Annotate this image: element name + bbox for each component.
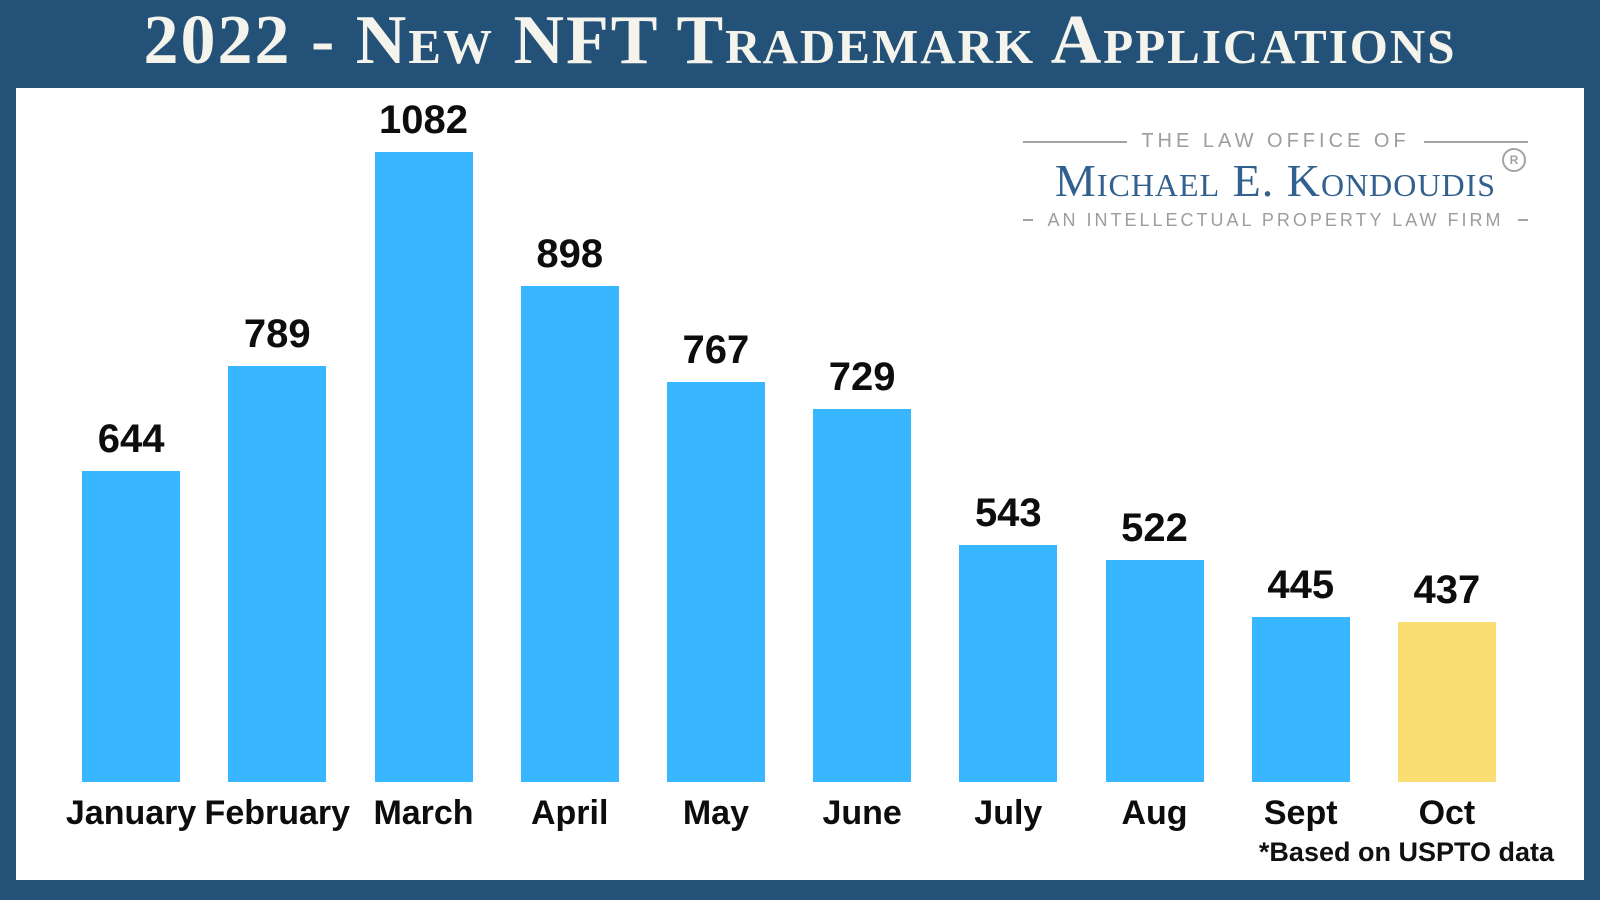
bar-value: 644	[97, 417, 165, 462]
bar-group: 543 July	[935, 152, 1081, 830]
logo-rule-left	[1023, 140, 1128, 143]
logo-rule-right	[1423, 140, 1528, 143]
bar	[1251, 616, 1350, 782]
bar	[1105, 560, 1204, 782]
bar-group: 437 Oct	[1374, 152, 1520, 830]
bar	[959, 545, 1058, 782]
bar	[82, 471, 181, 782]
chart-card: THE LAW OFFICE OF Michael E. Kondoudis A…	[16, 88, 1584, 880]
bar-group: 729 June	[789, 152, 935, 830]
source-footnote: *Based on USPTO data	[1258, 837, 1554, 867]
bar-category-label: May	[682, 794, 749, 832]
bar	[374, 152, 473, 782]
logo-tagline-row: AN INTELLECTUAL PROPERTY LAW FIRM	[1023, 210, 1528, 231]
bar-category-label: February	[204, 794, 351, 832]
bar-value: 445	[1267, 562, 1335, 607]
logo-top-text: THE LAW OFFICE OF	[1141, 130, 1410, 152]
tagline-rule-right	[1517, 219, 1528, 222]
logo-firm-name: Michael E. Kondoudis	[1054, 155, 1497, 206]
bar	[520, 286, 619, 782]
bar-category-label: Aug	[1121, 794, 1188, 832]
title-band: 2022 - New NFT Trademark Applications	[0, 0, 1600, 88]
bar-category-label: March	[373, 794, 474, 832]
bar-value: 1082	[379, 98, 468, 142]
page-title: 2022 - New NFT Trademark Applications	[143, 2, 1457, 79]
bar	[1397, 622, 1496, 782]
bar-group: 789 February	[204, 152, 351, 830]
bar-category-label: Sept	[1263, 794, 1338, 832]
bar-group: 1082 March	[350, 100, 496, 830]
bar	[813, 409, 912, 782]
bar	[228, 365, 327, 782]
chart-row: 644 January 789 February 1082 March 898 April 76…	[58, 100, 1520, 830]
bar-value: 522	[1121, 506, 1188, 551]
logo-tagline: AN INTELLECTUAL PROPERTY LAW FIRM	[1047, 209, 1504, 230]
bar-group: 644 January	[58, 152, 204, 830]
bar-value: 767	[682, 327, 750, 372]
tagline-rule-left	[1023, 219, 1034, 222]
bar-value: 437	[1413, 568, 1481, 613]
bar-group: 445 Sept	[1228, 152, 1374, 830]
bar-group: 767 May	[643, 152, 789, 830]
bar-category-label: June	[822, 794, 902, 832]
bar-value: 543	[974, 491, 1042, 535]
bar-value: 898	[536, 232, 604, 277]
bar	[666, 381, 765, 782]
bar-group: 898 April	[497, 152, 643, 830]
bar-value: 789	[243, 311, 311, 356]
bar-category-label: April	[530, 794, 609, 832]
registered-trademark-icon: R	[1502, 148, 1526, 172]
bar-category-label: July	[974, 794, 1043, 832]
bar-value: 729	[828, 355, 896, 400]
bar-category-label: January	[65, 794, 197, 832]
bar-group: 522 Aug	[1081, 152, 1227, 830]
logo-top-row: THE LAW OFFICE OF	[1023, 130, 1528, 153]
law-office-logo: THE LAW OFFICE OF Michael E. Kondoudis A…	[1023, 130, 1528, 231]
bar-category-label: Oct	[1418, 794, 1476, 832]
